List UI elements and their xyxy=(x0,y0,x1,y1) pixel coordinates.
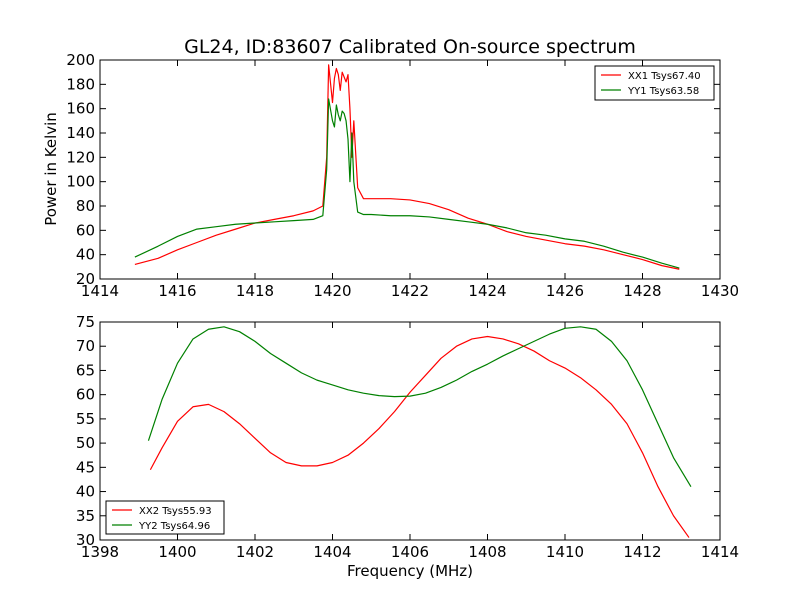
bottom-x-tick-label: 1410 xyxy=(546,543,584,561)
top-x-tick-label: 1426 xyxy=(546,282,584,300)
top-y-tick-label: 140 xyxy=(66,124,95,142)
top-y-tick-label: 60 xyxy=(76,221,95,239)
top-y-tick-label: 100 xyxy=(66,173,95,191)
bottom-x-tick-label: 1412 xyxy=(623,543,661,561)
top-y-tick-label: 20 xyxy=(76,270,95,288)
bottom-series-line-1 xyxy=(149,335,690,538)
bottom-x-tick-label: 1414 xyxy=(701,543,739,561)
bottom-legend-box xyxy=(105,500,225,535)
top-x-tick-label: 1424 xyxy=(468,282,506,300)
top-series-lines xyxy=(134,64,680,270)
bottom-y-tick-label: 65 xyxy=(76,361,95,379)
bottom-y-tick-label: 60 xyxy=(76,386,95,404)
bottom-y-tick-label: 70 xyxy=(76,337,95,355)
top-x-tick-label: 1420 xyxy=(313,282,351,300)
top-legend-box xyxy=(594,65,715,101)
top-y-tick-label: 40 xyxy=(76,246,95,264)
top-x-tick-label: 1414 xyxy=(81,282,119,300)
chart-title: GL24, ID:83607 Calibrated On-source spec… xyxy=(184,36,636,58)
bottom-legend: XX2 Tsys55.93 YY2 Tsys64.96 xyxy=(105,500,225,535)
top-y-axis-label: Power in Kelvin xyxy=(42,112,60,226)
bottom-x-axis-label: Frequency (MHz) xyxy=(347,562,473,580)
top-legend-label-1: XX1 Tsys67.40 xyxy=(628,71,701,82)
top-y-tick-label: 120 xyxy=(66,148,95,166)
bottom-x-tick-label: 1408 xyxy=(468,543,506,561)
top-x-tick-label: 1430 xyxy=(701,282,739,300)
bottom-legend-label-2: YY2 Tsys64.96 xyxy=(138,521,210,532)
bottom-x-tick-label: 1406 xyxy=(391,543,429,561)
top-plot: 1414 1416 1418 1420 1422 1424 1426 1428 1430 20 40… xyxy=(42,51,739,300)
top-x-tick-label: 1422 xyxy=(391,282,429,300)
bottom-y-tick-label: 55 xyxy=(76,410,95,428)
top-y-tick-label: 160 xyxy=(66,100,95,118)
bottom-axis-ticks: 1398 1400 1402 1404 1406 1408 1410 1412 1414 30 35… xyxy=(76,313,739,561)
bottom-y-tick-label: 40 xyxy=(76,483,95,501)
bottom-x-tick-label: 1402 xyxy=(236,543,274,561)
bottom-y-tick-label: 30 xyxy=(76,531,95,549)
bottom-series-lines xyxy=(147,326,692,538)
top-x-tick-label: 1416 xyxy=(158,282,196,300)
bottom-series-line-2 xyxy=(147,326,692,488)
top-legend: XX1 Tsys67.40 YY1 Tsys63.58 xyxy=(594,65,715,101)
bottom-y-tick-label: 45 xyxy=(76,458,95,476)
top-y-tick-label: 80 xyxy=(76,197,95,215)
top-series-line-1 xyxy=(134,64,680,270)
top-y-tick-label: 180 xyxy=(66,75,95,93)
bottom-y-tick-label: 35 xyxy=(76,507,95,525)
top-y-tick-label: 200 xyxy=(66,51,95,69)
top-x-tick-label: 1428 xyxy=(623,282,661,300)
top-series-line-2 xyxy=(134,98,680,269)
top-axis-ticks: 1414 1416 1418 1420 1422 1424 1426 1428 1430 20 40… xyxy=(66,51,739,300)
bottom-plot: 1398 1400 1402 1404 1406 1408 1410 1412 1414 30 35… xyxy=(76,313,739,580)
top-legend-label-2: YY1 Tsys63.58 xyxy=(627,86,699,97)
bottom-y-tick-label: 50 xyxy=(76,434,95,452)
bottom-x-tick-label: 1404 xyxy=(313,543,351,561)
bottom-y-tick-label: 75 xyxy=(76,313,95,331)
bottom-legend-label-1: XX2 Tsys55.93 xyxy=(139,506,212,517)
bottom-x-tick-label: 1398 xyxy=(81,543,119,561)
top-x-tick-label: 1418 xyxy=(236,282,274,300)
bottom-x-tick-label: 1400 xyxy=(158,543,196,561)
